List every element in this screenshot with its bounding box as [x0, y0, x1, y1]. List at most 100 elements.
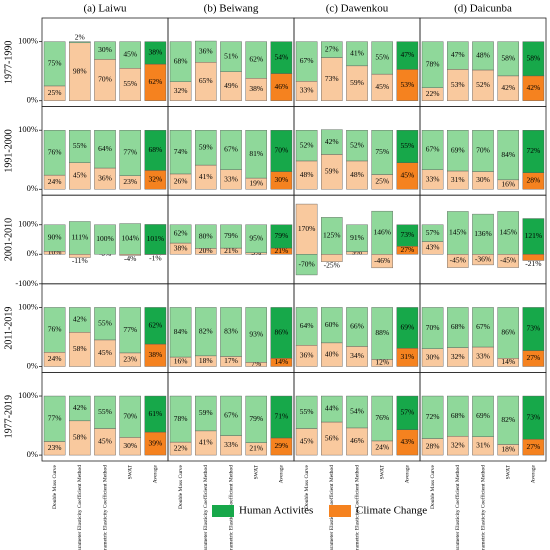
bar-segment	[346, 395, 368, 429]
value-label: -45%	[450, 256, 466, 265]
bar-segment	[321, 129, 343, 155]
value-label: 55%	[98, 407, 112, 416]
bar-segment	[195, 130, 217, 166]
value-label: -11%	[72, 256, 88, 265]
value-label: 67%	[224, 145, 238, 154]
column-title: (c) Dawenkou	[326, 3, 389, 15]
value-label: 55%	[401, 141, 415, 150]
value-label: 42%	[325, 137, 339, 146]
bar-segment	[94, 130, 116, 169]
value-label: 25%	[48, 88, 62, 97]
x-tick-label: Double Mass Curve	[178, 464, 184, 509]
value-label: 70%	[275, 146, 289, 155]
bar-segment	[371, 307, 393, 360]
bar-segment	[169, 224, 192, 244]
row-label: 1991-2000	[3, 129, 14, 172]
bar-segment	[94, 224, 116, 255]
bar-segment	[195, 40, 217, 63]
bar-segment	[346, 41, 368, 67]
value-label: 33%	[476, 351, 490, 360]
bar-segment	[421, 224, 444, 242]
value-label: 53%	[401, 80, 415, 89]
x-tick-label: SWAT	[505, 464, 511, 479]
value-label: 54%	[350, 407, 364, 416]
value-label: 28%	[426, 442, 440, 451]
bar-segment	[421, 41, 444, 88]
value-label: 67%	[224, 411, 238, 420]
bar-segment	[447, 211, 469, 255]
value-label: 101%	[147, 234, 165, 243]
bar-segment	[94, 41, 116, 60]
bar-segment	[295, 130, 318, 162]
bar-segment	[245, 395, 267, 443]
value-label: 70%	[476, 146, 490, 155]
bar-segment	[497, 41, 519, 77]
value-label: 12%	[375, 358, 389, 367]
value-label: 75%	[375, 147, 389, 156]
value-label: 9%	[352, 248, 362, 257]
value-label: 68%	[451, 322, 465, 331]
value-label: 65%	[199, 76, 213, 85]
x-tick-label: Double Mass Curve	[52, 464, 58, 509]
legend-label: Human Activites	[239, 505, 313, 517]
bar-segment	[43, 395, 66, 442]
value-label: 111%	[71, 233, 88, 242]
value-label: 75%	[48, 58, 62, 67]
x-tick-label: Average	[153, 464, 159, 483]
bar-segment	[346, 224, 368, 252]
legend-swatch	[212, 505, 234, 517]
y-tick-label: -100%	[15, 278, 38, 288]
value-label: 51%	[224, 51, 238, 60]
bar-segment	[43, 224, 66, 252]
bar-segment	[321, 41, 343, 58]
value-label: 45%	[375, 82, 389, 91]
value-label: 64%	[300, 321, 314, 330]
bar-segment	[119, 223, 141, 255]
bar-segment	[371, 395, 393, 442]
x-tick-label: Parametric Elasticity Coefficient Method	[479, 465, 486, 550]
value-label: 24%	[48, 354, 62, 363]
bar-segment	[195, 395, 217, 432]
y-tick-label: 100%	[18, 301, 38, 311]
value-label: 31%	[476, 441, 490, 450]
value-label: 59%	[325, 167, 339, 176]
value-label: 27%	[527, 353, 541, 362]
bar-segment	[522, 307, 545, 351]
value-label: 83%	[224, 327, 238, 336]
value-label: 42%	[73, 315, 87, 324]
bar-segment	[497, 130, 519, 181]
value-label: 59%	[199, 408, 213, 417]
row-label: 1977-2019	[3, 395, 14, 438]
value-label: -45%	[500, 256, 516, 265]
bar-segment	[346, 307, 368, 347]
value-label: 36%	[199, 46, 213, 55]
bar-segment	[522, 130, 545, 173]
value-label: 79%	[224, 231, 238, 240]
value-label: 33%	[426, 174, 440, 183]
value-label: 7%	[251, 359, 261, 368]
bar-segment	[522, 395, 545, 440]
value-label: 21%	[224, 246, 238, 255]
value-label: 90%	[48, 233, 62, 242]
value-label: 14%	[501, 357, 515, 366]
bar-segment	[169, 395, 192, 443]
value-label: 67%	[426, 145, 440, 154]
value-label: 20%	[199, 246, 213, 255]
value-label: 88%	[375, 328, 389, 337]
value-label: 56%	[325, 433, 339, 442]
value-label: 145%	[449, 228, 467, 237]
value-label: 45%	[98, 348, 112, 357]
bar-segment	[220, 224, 242, 249]
value-label: 32%	[149, 175, 163, 184]
bar-segment	[144, 395, 167, 433]
value-label: 77%	[123, 325, 137, 334]
value-label: 21%	[275, 246, 289, 255]
bar-segment	[497, 307, 519, 359]
value-label: 61%	[149, 409, 163, 418]
value-label: 31%	[451, 175, 465, 184]
bar-segment	[371, 130, 393, 175]
value-label: 30%	[476, 175, 490, 184]
value-label: 69%	[451, 145, 465, 154]
bar-segment	[220, 307, 242, 357]
bar-segment	[447, 130, 469, 172]
